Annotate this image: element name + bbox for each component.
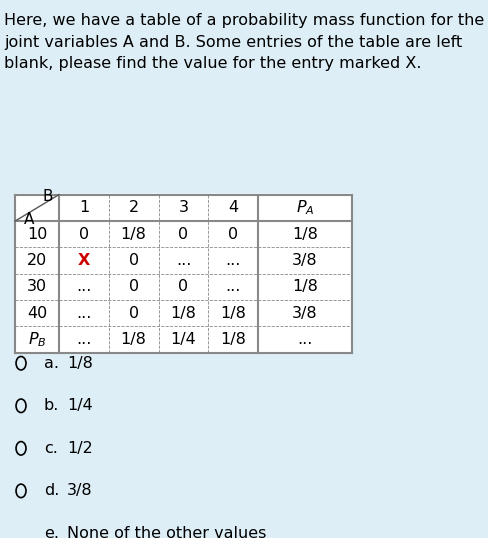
Text: 1/8: 1/8 xyxy=(292,279,318,294)
Text: b.: b. xyxy=(44,398,60,413)
Text: 0: 0 xyxy=(179,226,188,242)
Text: X: X xyxy=(78,253,90,268)
Text: 40: 40 xyxy=(27,306,47,321)
Text: B: B xyxy=(42,189,53,204)
Text: 1/8: 1/8 xyxy=(220,306,246,321)
Text: 3/8: 3/8 xyxy=(67,483,93,498)
Text: d.: d. xyxy=(44,483,60,498)
Text: ...: ... xyxy=(225,253,241,268)
Text: c.: c. xyxy=(44,441,58,456)
Text: 4: 4 xyxy=(228,200,238,215)
Text: 30: 30 xyxy=(27,279,47,294)
Text: 3: 3 xyxy=(179,200,188,215)
Text: Here, we have a table of a probability mass function for the
joint variables A a: Here, we have a table of a probability m… xyxy=(4,13,484,71)
Text: 0: 0 xyxy=(228,226,238,242)
Text: 3/8: 3/8 xyxy=(292,253,318,268)
Text: $P_B$: $P_B$ xyxy=(28,330,46,349)
Text: 1/8: 1/8 xyxy=(292,226,318,242)
Text: 1/8: 1/8 xyxy=(220,332,246,347)
Text: 10: 10 xyxy=(27,226,47,242)
Text: ...: ... xyxy=(225,279,241,294)
Text: ...: ... xyxy=(76,306,92,321)
Text: 2: 2 xyxy=(129,200,139,215)
Text: 1: 1 xyxy=(79,200,89,215)
Text: $P_A$: $P_A$ xyxy=(296,199,314,217)
Text: 0: 0 xyxy=(179,279,188,294)
Text: ...: ... xyxy=(176,253,191,268)
Text: 1/8: 1/8 xyxy=(67,356,93,371)
Text: ...: ... xyxy=(76,332,92,347)
Text: A: A xyxy=(23,211,34,226)
Text: a.: a. xyxy=(44,356,59,371)
Text: 20: 20 xyxy=(27,253,47,268)
Text: 3/8: 3/8 xyxy=(292,306,318,321)
Text: 0: 0 xyxy=(129,253,139,268)
Text: 1/8: 1/8 xyxy=(121,226,146,242)
Text: e.: e. xyxy=(44,526,59,538)
Text: 0: 0 xyxy=(79,226,89,242)
Text: 0: 0 xyxy=(129,279,139,294)
Text: 1/4: 1/4 xyxy=(171,332,196,347)
Text: ...: ... xyxy=(76,279,92,294)
Text: ...: ... xyxy=(297,332,312,347)
Text: 1/8: 1/8 xyxy=(121,332,146,347)
Text: None of the other values: None of the other values xyxy=(67,526,266,538)
Text: 1/4: 1/4 xyxy=(67,398,93,413)
Text: 0: 0 xyxy=(129,306,139,321)
FancyBboxPatch shape xyxy=(15,194,352,354)
Text: 1/8: 1/8 xyxy=(170,306,196,321)
Text: 1/2: 1/2 xyxy=(67,441,93,456)
